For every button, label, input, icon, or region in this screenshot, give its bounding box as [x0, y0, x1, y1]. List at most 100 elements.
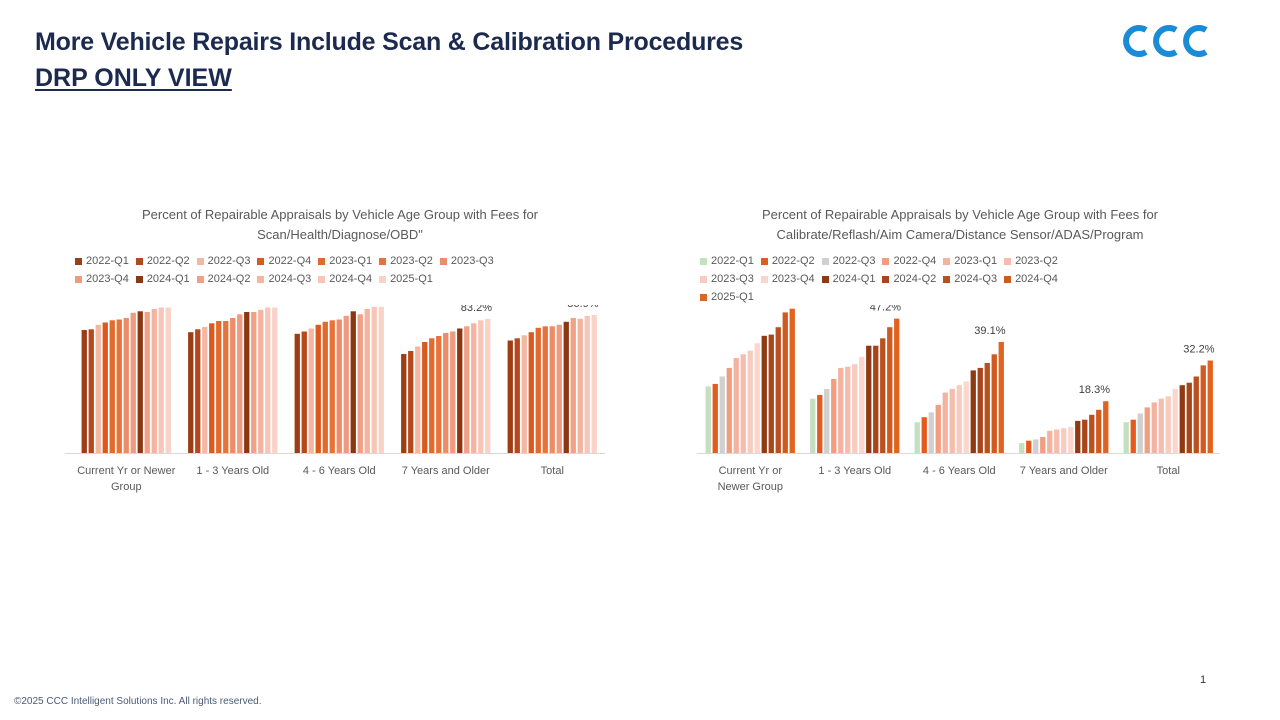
bar	[977, 367, 983, 453]
bar	[768, 334, 774, 453]
bar	[880, 338, 886, 453]
legend-label: 2025-Q1	[711, 291, 754, 303]
legend-swatch	[318, 257, 326, 265]
legend-swatch	[379, 257, 387, 265]
bar	[859, 356, 865, 453]
bar	[591, 315, 597, 453]
legend-swatch	[943, 257, 951, 265]
category-label: Current Yr or	[719, 465, 783, 477]
bar	[963, 381, 969, 453]
legend-label: 2022-Q1	[86, 255, 129, 267]
bar	[464, 326, 470, 454]
legend-swatch	[700, 257, 707, 265]
bar	[223, 321, 229, 453]
legend-item: 2023-Q1	[943, 255, 997, 267]
bar	[1193, 376, 1199, 453]
bar	[301, 331, 307, 453]
bar	[726, 367, 732, 453]
legend-swatch	[257, 257, 265, 265]
bar	[577, 318, 583, 454]
bar	[789, 308, 795, 453]
bar	[237, 314, 243, 454]
bar	[137, 311, 143, 454]
bar	[817, 395, 823, 453]
legend-item: 2022-Q1	[75, 255, 129, 267]
legend-swatch	[760, 257, 768, 265]
legend-swatch	[196, 257, 204, 265]
legend-label: 2025-Q1	[390, 273, 433, 285]
ccc-logo-icon	[1123, 25, 1208, 57]
bar	[364, 309, 370, 453]
bar	[1207, 360, 1213, 453]
bar	[188, 332, 194, 453]
legend-swatch	[1004, 275, 1012, 283]
legend-item: 2023-Q2	[379, 255, 433, 267]
bar	[1103, 401, 1109, 453]
legend-item: 2024-Q3	[943, 273, 997, 285]
legend-swatch	[318, 275, 326, 283]
bar	[130, 312, 136, 454]
bar	[1075, 420, 1081, 453]
bar	[202, 327, 208, 453]
bar	[1200, 365, 1206, 453]
bar	[116, 319, 122, 453]
legend-item: 2025-Q1	[700, 291, 754, 303]
bar	[1151, 402, 1157, 453]
bar	[761, 335, 767, 453]
page-number: 1	[1200, 674, 1207, 686]
bar	[507, 340, 513, 453]
legend-swatch	[760, 275, 768, 283]
bar	[894, 318, 900, 453]
bar	[775, 327, 781, 453]
legend-swatch	[257, 275, 265, 283]
bar	[984, 363, 990, 453]
bar	[102, 322, 108, 453]
bar	[415, 346, 421, 453]
category-label: 7 Years and Older	[1020, 465, 1108, 477]
legend-label: 2022-Q4	[268, 255, 312, 267]
legend-label: 2023-Q4	[86, 273, 129, 285]
bar	[443, 333, 449, 453]
bar	[1144, 407, 1150, 453]
legend-item: 2023-Q3	[700, 273, 754, 285]
bar	[378, 306, 384, 454]
bar	[1061, 428, 1067, 453]
bar	[230, 318, 236, 453]
legend-label: 2022-Q1	[711, 255, 754, 267]
bar	[95, 324, 101, 454]
bar	[195, 329, 201, 454]
legend-item: 2022-Q2	[135, 255, 190, 267]
slide-subtitle: DRP ONLY VIEW	[35, 64, 232, 92]
bar	[563, 321, 569, 454]
chart-calibrate-adas: Percent of Repairable Appraisals by Vehi…	[690, 205, 1230, 505]
legend-swatch	[196, 275, 204, 283]
bar	[824, 388, 830, 453]
bar	[514, 338, 520, 454]
bar	[485, 318, 491, 454]
bar	[336, 319, 342, 453]
legend-item: 2022-Q3	[196, 255, 250, 267]
bar	[322, 321, 328, 454]
bar	[782, 312, 788, 453]
bar	[158, 307, 164, 453]
data-label: 32.2%	[1183, 344, 1214, 356]
bar	[1047, 430, 1053, 453]
legend-swatch	[439, 257, 447, 265]
bar	[422, 342, 428, 453]
bar	[457, 328, 463, 453]
bar	[521, 335, 527, 454]
chart-title-line: Scan/Health/Diagnose/OBD"	[257, 227, 423, 242]
bar	[754, 343, 760, 453]
legend-item: 2023-Q3	[439, 255, 494, 267]
legend-label: 2024-Q2	[893, 273, 937, 285]
bar	[970, 370, 976, 453]
chart-title-line: Percent of Repairable Appraisals by Vehi…	[762, 207, 1158, 222]
bar	[1179, 385, 1185, 453]
legend-item: 2023-Q4	[760, 273, 815, 285]
category-label: 1 - 3 Years Old	[818, 465, 891, 477]
bar	[329, 320, 335, 454]
legend-label: 2024-Q3	[954, 273, 998, 285]
bar	[845, 366, 851, 453]
bar	[258, 309, 264, 454]
bar	[998, 342, 1004, 453]
